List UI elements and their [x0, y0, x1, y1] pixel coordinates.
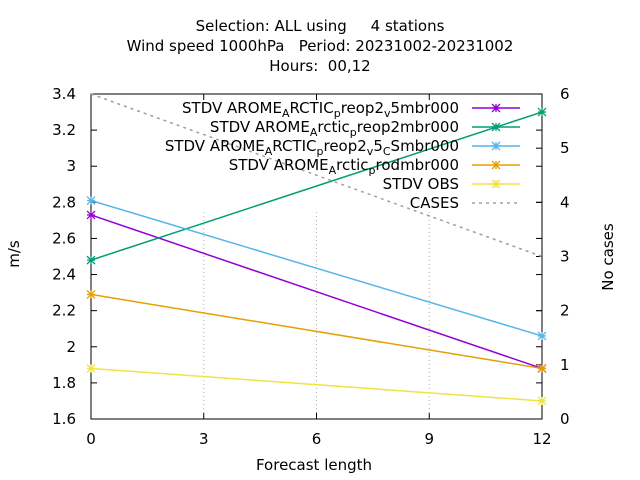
- series-line: [90, 111, 543, 261]
- legend-label: CASES: [410, 194, 459, 212]
- y-tick-label: 3: [66, 157, 76, 175]
- legend-item: STDV OBS: [383, 175, 520, 193]
- series-point: [537, 331, 547, 341]
- y-tick-label: 1.6: [52, 410, 76, 428]
- series-stdv-arome-arctic-preop2-v5-smbr000: [86, 196, 547, 341]
- y-tick-label: 2: [66, 338, 76, 356]
- x-tick-label: 12: [532, 430, 551, 448]
- series-point: [491, 160, 501, 170]
- y-tick-label: 1.8: [52, 374, 76, 392]
- x-tick-label: 3: [199, 430, 209, 448]
- y-tick-label: 2.8: [52, 193, 76, 211]
- legend-item: STDV AROMEARCTICpreop2v5mbr000: [182, 99, 520, 120]
- legend-item: CASES: [410, 194, 520, 212]
- series-stdv-arome-arctic-preop2mbr000: [86, 107, 547, 265]
- series-point: [491, 122, 501, 132]
- legend-item: STDV AROMEArcticprodmbr000: [229, 156, 520, 177]
- series-point: [86, 196, 96, 205]
- series-point: [537, 107, 547, 117]
- y2-tick-label: 5: [560, 139, 570, 157]
- title-line-2: Wind speed 1000hPa Period: 20231002-2023…: [126, 37, 514, 55]
- series-point: [491, 179, 501, 189]
- legend-label: STDV AROMEArcticprodmbr000: [229, 156, 459, 177]
- legend-label: STDV AROMEArcticpreop2mbr000: [210, 118, 459, 139]
- x-tick-label: 6: [312, 430, 322, 448]
- title-line-3: Hours: 00,12: [269, 57, 371, 75]
- x-tick-label: 0: [86, 430, 96, 448]
- legend-item: STDV AROMEARCTICpreop2v5CSmbr000: [165, 137, 520, 158]
- series-point: [86, 255, 96, 265]
- y2-tick-label: 4: [560, 193, 570, 211]
- y2-tick-label: 1: [560, 356, 570, 374]
- y-axis-label: m/s: [5, 240, 23, 268]
- y-tick-label: 3.4: [52, 85, 76, 103]
- legend-label: STDV AROMEARCTICpreop2v5CSmbr000: [165, 137, 459, 158]
- y2-tick-label: 2: [560, 302, 570, 320]
- series-stdv-arome-arctic-prodmbr000: [86, 289, 547, 373]
- y2-tick-label: 0: [560, 410, 570, 428]
- legend-item: STDV AROMEArcticpreop2mbr000: [210, 118, 520, 139]
- y2-tick-label: 6: [560, 85, 570, 103]
- series-line: [90, 293, 543, 370]
- y2-axis-label: No cases: [599, 223, 617, 291]
- series-point: [86, 210, 96, 220]
- y2-tick-label: 3: [560, 248, 570, 266]
- series-point: [86, 363, 96, 373]
- series-line: [90, 93, 543, 258]
- series-point: [86, 289, 96, 299]
- series-cases: [90, 93, 543, 258]
- series-point: [491, 103, 501, 113]
- x-tick-label: 9: [424, 430, 434, 448]
- series-point: [537, 396, 547, 406]
- x-axis-label: Forecast length: [255, 456, 373, 474]
- series-line: [90, 367, 543, 402]
- y-tick-label: 2.4: [52, 266, 76, 284]
- series-stdv-obs: [86, 363, 547, 406]
- series-point: [537, 363, 547, 373]
- series-point: [491, 141, 501, 151]
- y-tick-label: 2.6: [52, 229, 76, 247]
- y-tick-label: 2.2: [52, 302, 76, 320]
- legend-label: STDV AROMEARCTICpreop2v5mbr000: [182, 99, 459, 120]
- series-line: [90, 199, 543, 337]
- y-tick-label: 3.2: [52, 121, 76, 139]
- series-line: [90, 214, 543, 370]
- legend-label: STDV OBS: [383, 175, 459, 193]
- title-line-1: Selection: ALL using 4 stations: [195, 17, 445, 35]
